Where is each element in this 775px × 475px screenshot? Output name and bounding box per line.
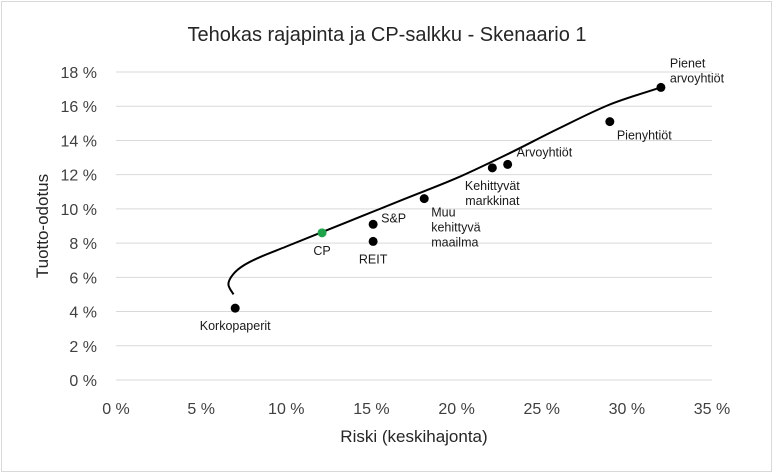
point-label: S&P bbox=[381, 211, 406, 225]
point-label: Kehittyvät markkinat bbox=[465, 179, 520, 208]
efficient-frontier bbox=[227, 86, 662, 295]
y-tick-label: 10 % bbox=[61, 202, 97, 219]
y-axis-ticks: 0 % 2 % 4 % 6 % 8 % 10 % 12 % 14 % 16 % 18 % bbox=[61, 65, 97, 390]
point-label: CP bbox=[313, 244, 330, 258]
y-tick-label: 0 % bbox=[69, 373, 97, 390]
point-label: Arvoyhtiöt bbox=[517, 145, 573, 159]
frontier-curve bbox=[227, 86, 662, 295]
data-point bbox=[503, 159, 513, 169]
data-point bbox=[368, 236, 378, 246]
point-label: REIT bbox=[359, 252, 388, 266]
y-tick-label: 6 % bbox=[69, 270, 97, 287]
y-axis-title: Tuotto-odotus bbox=[33, 174, 52, 278]
y-tick-label: 16 % bbox=[61, 99, 97, 116]
x-tick-label: 35 % bbox=[694, 401, 730, 418]
y-tick-label: 12 % bbox=[61, 168, 97, 185]
x-tick-label: 25 % bbox=[523, 401, 559, 418]
chart-title: Tehokas rajapinta ja CP-salkku - Skenaar… bbox=[187, 24, 586, 46]
point-label: Pienyhtiöt bbox=[617, 129, 672, 143]
point-label: Korkopaperit bbox=[200, 319, 271, 333]
data-point bbox=[419, 194, 429, 204]
x-tick-label: 5 % bbox=[187, 401, 215, 418]
x-axis-title: Riski (keskihajonta) bbox=[340, 427, 487, 446]
grid bbox=[116, 71, 712, 381]
x-tick-label: 0 % bbox=[102, 401, 130, 418]
y-tick-label: 8 % bbox=[69, 236, 97, 253]
x-axis-ticks: 0 % 5 % 10 % 15 % 20 % 25 % 30 % 35 % bbox=[102, 401, 730, 418]
data-point bbox=[317, 228, 327, 238]
x-tick-label: 30 % bbox=[609, 401, 645, 418]
point-label: Pienet arvoyhtiöt bbox=[670, 56, 725, 85]
x-tick-label: 15 % bbox=[353, 401, 389, 418]
y-tick-label: 4 % bbox=[69, 305, 97, 322]
data-point bbox=[656, 82, 666, 92]
data-points: Korkopaperit CP S&P REIT Muu kehittyvä maailma… bbox=[200, 56, 725, 333]
point-label: Muu kehittyvä maailma bbox=[431, 206, 480, 250]
y-tick-label: 18 % bbox=[61, 65, 97, 82]
data-point bbox=[605, 117, 615, 127]
data-point bbox=[487, 163, 497, 173]
y-tick-label: 2 % bbox=[69, 339, 97, 356]
data-point bbox=[368, 219, 378, 229]
y-tick-label: 14 % bbox=[61, 133, 97, 150]
x-tick-label: 10 % bbox=[268, 401, 304, 418]
data-point bbox=[230, 303, 240, 313]
x-tick-label: 20 % bbox=[438, 401, 474, 418]
